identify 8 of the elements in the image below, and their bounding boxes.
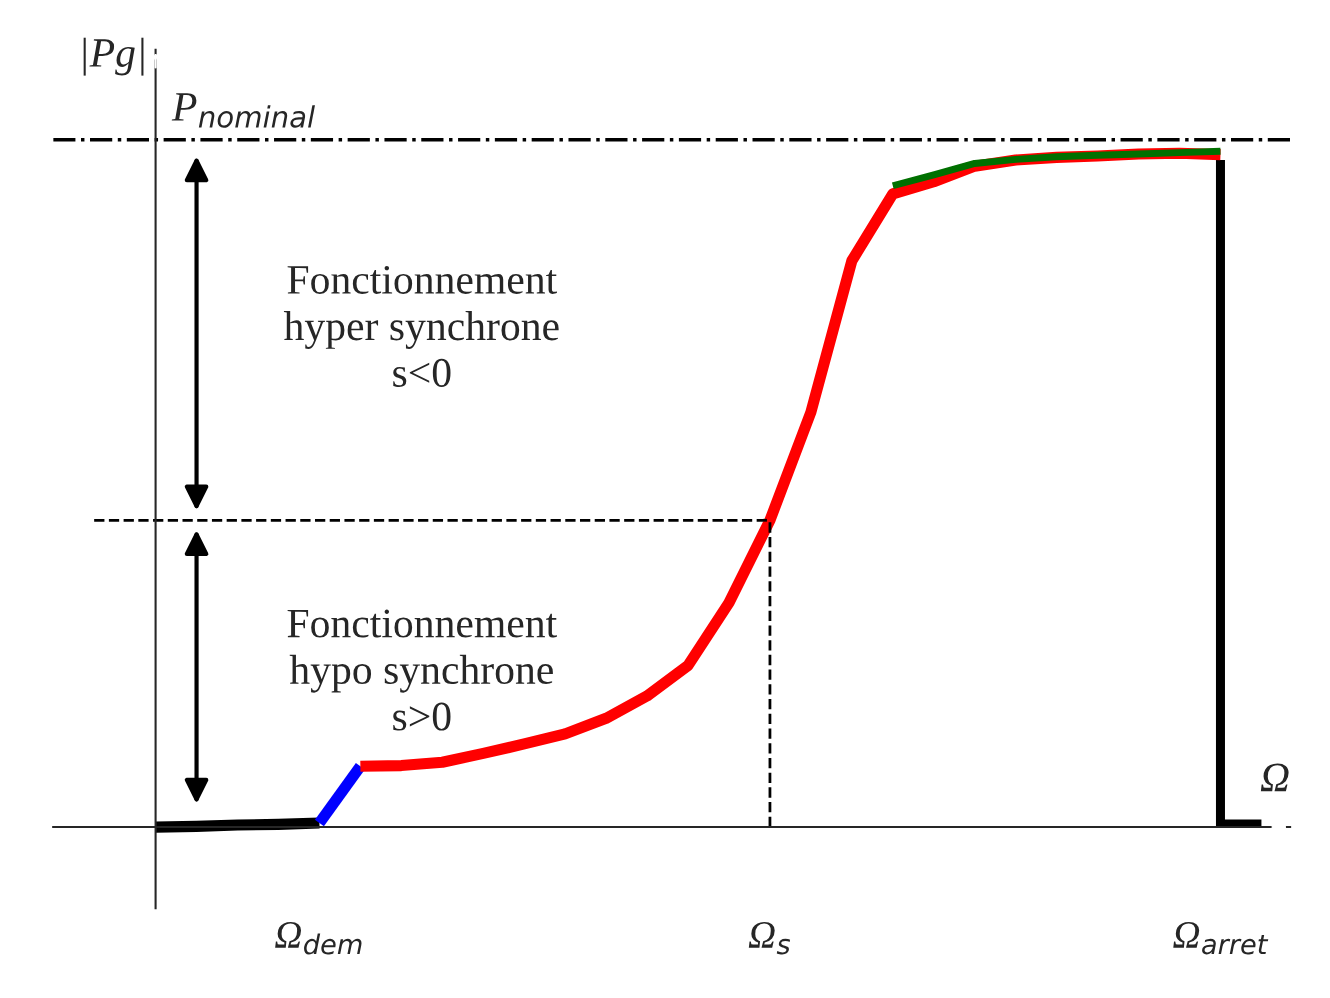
annotation: Fonctionnement hypo synchrone s>0 <box>287 609 557 731</box>
x-tick-label: Ω$_{arret}$ <box>1173 921 1269 955</box>
annotation: Fonctionnement hyper synchrone s<0 <box>283 265 559 387</box>
y-axis-title: |Pg| <box>83 37 144 76</box>
ref-line-label: P$_{nominal}$ <box>171 93 315 128</box>
x-tick-label: Ω$_{dem}$ <box>275 921 362 955</box>
x-tick-label: Ω$_{s}$ <box>748 921 791 955</box>
x-axis-title: Ω <box>1260 763 1289 792</box>
